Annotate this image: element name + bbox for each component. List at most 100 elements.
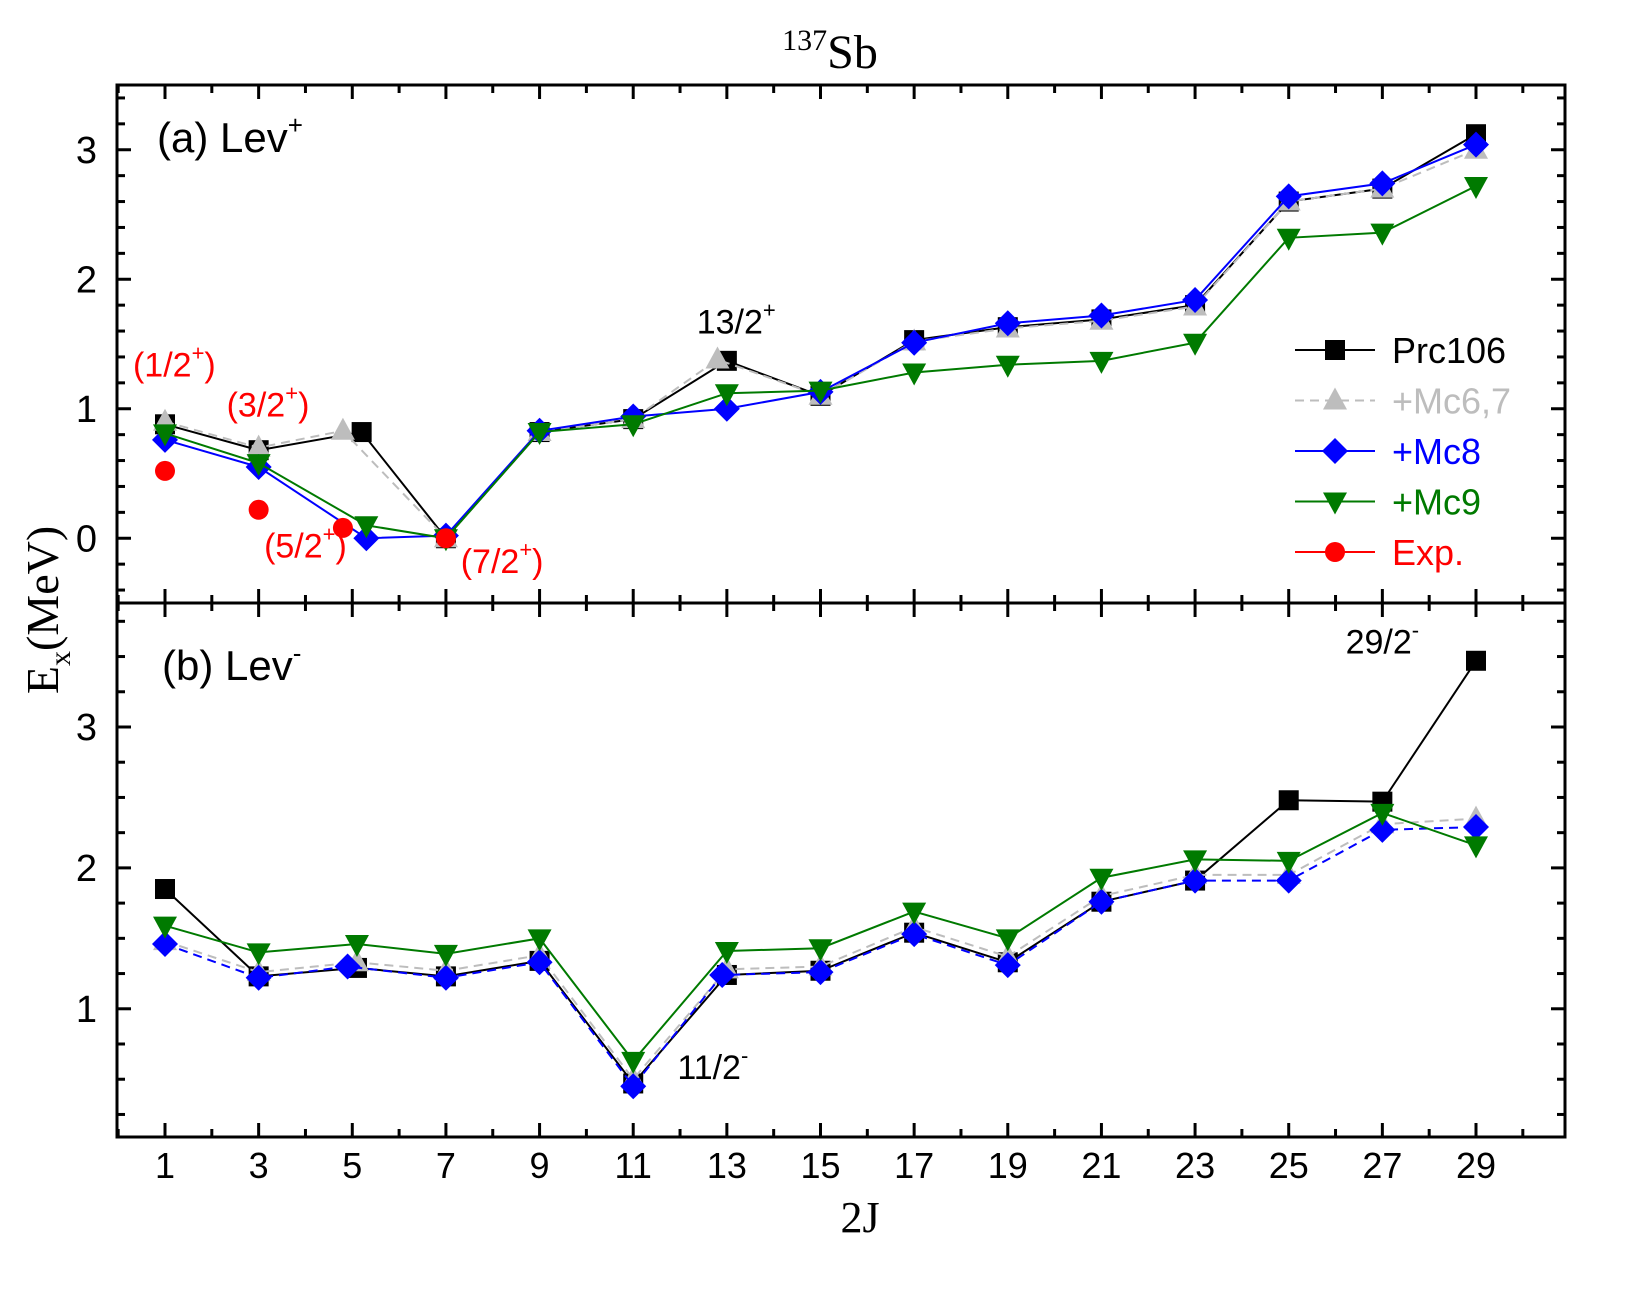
diamond-marker xyxy=(1322,438,1348,464)
plot-frame xyxy=(115,601,1567,1139)
triangle-marker xyxy=(1323,387,1347,410)
diamond-marker xyxy=(1088,302,1115,329)
annotation-close: ) xyxy=(336,528,347,566)
triangle-down-marker xyxy=(433,944,458,967)
triangle-down-marker xyxy=(153,916,177,939)
x-tick-label: 23 xyxy=(1175,1145,1215,1186)
x-tick-label: 3 xyxy=(249,1145,269,1186)
series--mc9 xyxy=(153,177,1488,552)
series-exp- xyxy=(155,460,456,549)
triangle-down-marker xyxy=(621,415,646,438)
annotation-sup: + xyxy=(192,340,205,365)
y-tick-label: 1 xyxy=(76,389,97,431)
triangle-down-marker xyxy=(1089,868,1114,891)
annotation-text: (5/2 xyxy=(264,528,323,566)
annotation-label: 29/2- xyxy=(1346,618,1420,662)
annotation-sup: + xyxy=(323,522,336,547)
x-tick-label: 21 xyxy=(1081,1145,1121,1186)
annotation-label: 13/2+ xyxy=(697,298,776,342)
annotation-close: ) xyxy=(204,346,215,384)
series--mc8 xyxy=(152,131,1489,552)
diamond-marker xyxy=(1088,888,1115,915)
circle-marker xyxy=(1325,542,1345,562)
diamond-marker xyxy=(1369,170,1396,197)
series-line xyxy=(164,185,1477,540)
y-tick-label: 2 xyxy=(76,259,97,301)
annotation-close: ) xyxy=(532,543,543,581)
square-marker xyxy=(1278,790,1299,811)
diamond-marker xyxy=(1182,867,1209,894)
series--mc9 xyxy=(153,803,1488,1074)
legend-item: +Mc9 xyxy=(1295,482,1481,523)
triangle-down-marker xyxy=(246,943,271,966)
panel-label-sup: + xyxy=(288,110,303,140)
y-tick-label: 2 xyxy=(76,848,97,890)
triangle-down-marker xyxy=(808,381,833,404)
y-tick-label: 3 xyxy=(76,130,97,172)
annotation-text: (1/2 xyxy=(133,346,192,384)
diamond-marker xyxy=(152,930,178,957)
triangle-down-marker xyxy=(153,424,177,447)
triangle-down-marker xyxy=(1183,850,1208,873)
circle-marker xyxy=(248,499,269,520)
triangle-down-marker xyxy=(1276,228,1301,251)
triangle-marker xyxy=(246,434,271,457)
legend-label: +Mc6,7 xyxy=(1392,381,1511,422)
triangle-marker xyxy=(330,417,355,440)
circle-marker xyxy=(332,517,353,538)
series-line xyxy=(164,817,1477,1081)
diamond-marker xyxy=(526,949,553,976)
triangle-down-marker xyxy=(344,934,369,957)
triangle-down-marker xyxy=(714,942,739,965)
legend-label: Exp. xyxy=(1392,532,1464,573)
square-marker xyxy=(1325,340,1345,360)
diamond-marker xyxy=(1275,867,1302,894)
x-axis-label: 2J xyxy=(840,1193,879,1242)
diamond-marker xyxy=(1182,286,1209,313)
triangle-down-marker xyxy=(714,384,739,407)
chart-title: 137Sb xyxy=(782,24,878,79)
x-tick-label: 25 xyxy=(1269,1145,1309,1186)
triangle-down-marker xyxy=(808,939,833,962)
x-tick-label: 29 xyxy=(1456,1145,1496,1186)
annotation-close: ) xyxy=(298,387,309,425)
legend: Prc106 +Mc6,7 +Mc8 +Mc9 Exp. xyxy=(1295,330,1511,573)
triangle-down-marker xyxy=(527,423,552,446)
circle-marker xyxy=(435,528,456,549)
diamond-marker xyxy=(1275,183,1302,210)
diamond-marker xyxy=(432,964,459,991)
triangle-down-marker xyxy=(902,902,927,925)
annotation-text: (7/2 xyxy=(461,543,520,581)
triangle-down-marker xyxy=(1464,836,1488,859)
annotation-text: 11/2 xyxy=(677,1049,741,1087)
y-tick-label: 0 xyxy=(76,518,97,560)
legend-label: +Mc8 xyxy=(1392,431,1481,472)
square-marker xyxy=(351,422,372,443)
diamond-marker xyxy=(620,1073,647,1100)
diamond-marker xyxy=(994,310,1021,337)
legend-label: +Mc9 xyxy=(1392,482,1481,523)
annotation-sup: + xyxy=(763,298,776,323)
diamond-marker xyxy=(709,961,736,988)
x-tick-label: 27 xyxy=(1362,1145,1402,1186)
annotation-label: (7/2+) xyxy=(461,537,544,581)
y-tick-label: 3 xyxy=(76,707,97,749)
triangle-down-marker xyxy=(902,363,927,386)
legend-label: Prc106 xyxy=(1392,330,1506,371)
triangle-down-marker xyxy=(246,454,271,477)
triangle-marker xyxy=(705,346,730,369)
triangle-down-marker xyxy=(621,1051,646,1074)
annotation-label: (3/2+) xyxy=(227,381,310,425)
panel-label-text: (a) Lev xyxy=(157,114,288,161)
triangle-down-marker xyxy=(1370,223,1395,246)
annotation-label: (5/2+) xyxy=(264,522,347,566)
x-tick-label: 1 xyxy=(155,1145,175,1186)
panel-label-text: (b) Lev xyxy=(162,642,293,689)
square-marker xyxy=(1466,650,1486,671)
annotation-sup: - xyxy=(1412,618,1419,643)
legend-item: +Mc8 xyxy=(1295,431,1481,472)
triangle-down-marker xyxy=(527,929,552,952)
x-tick-label: 13 xyxy=(707,1145,747,1186)
